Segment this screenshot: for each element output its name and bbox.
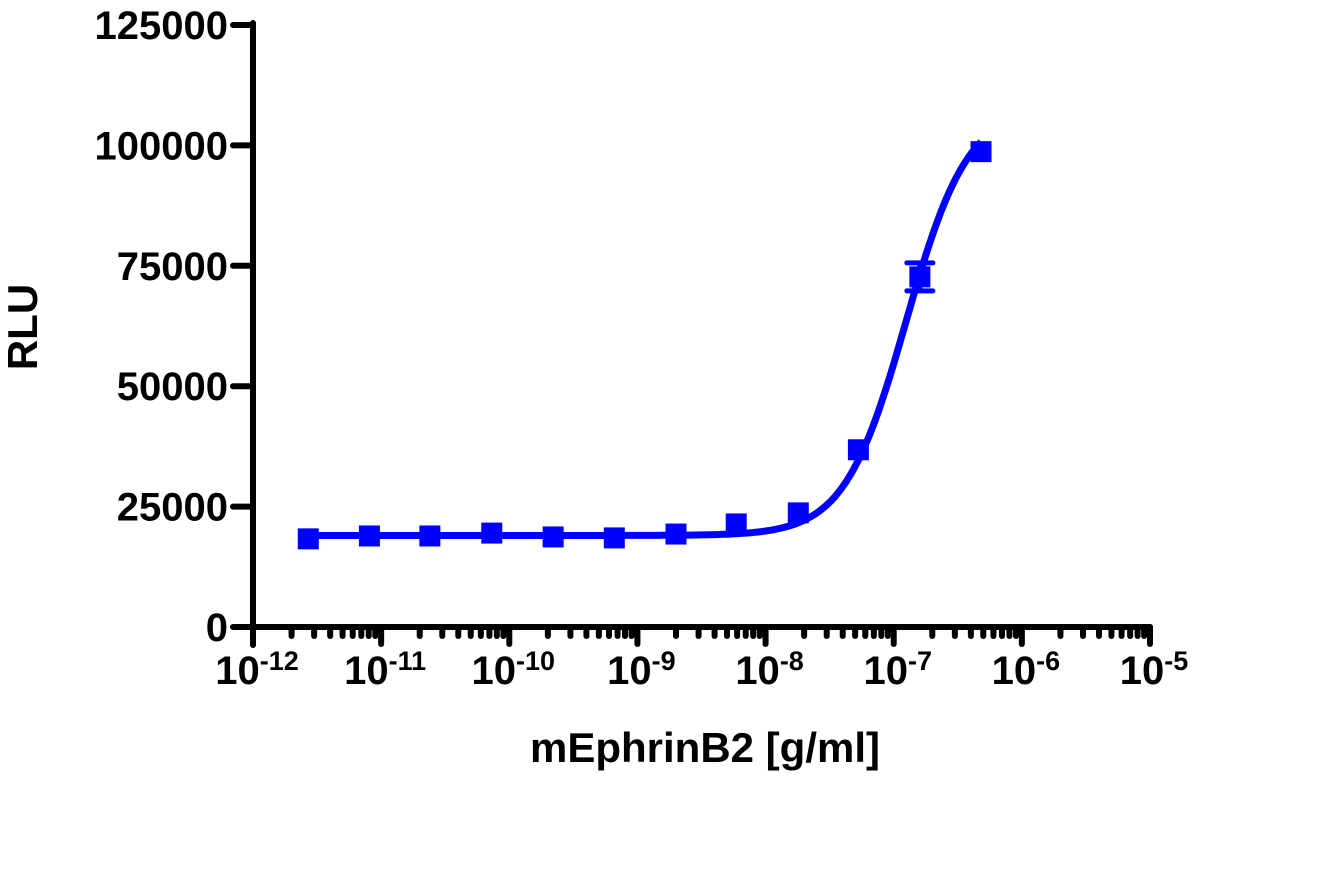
data-point-square bbox=[970, 141, 992, 163]
x-tick-label: 10-8 bbox=[735, 646, 804, 693]
y-tick-label: 75000 bbox=[117, 245, 228, 289]
x-tick-label: 10-5 bbox=[1120, 646, 1189, 693]
data-point-square bbox=[847, 439, 869, 461]
data-point-square bbox=[725, 513, 747, 535]
y-tick-label: 100000 bbox=[95, 124, 228, 168]
x-tick-label: 10-10 bbox=[472, 646, 556, 693]
x-tick-label: 10-6 bbox=[992, 646, 1061, 693]
x-tick-label: 10-12 bbox=[215, 646, 299, 693]
y-axis-title: RLU bbox=[0, 284, 46, 370]
x-tick-label: 10-7 bbox=[863, 646, 932, 693]
data-point-square bbox=[665, 523, 687, 545]
y-axis: 0 25000 50000 75000 100000 125000 bbox=[95, 4, 256, 650]
data-point-square bbox=[419, 525, 441, 547]
data-point-square bbox=[909, 266, 931, 288]
data-point-square bbox=[787, 502, 809, 524]
data-point-square bbox=[358, 525, 380, 547]
data-point-square bbox=[603, 527, 625, 549]
data-point-square bbox=[481, 522, 503, 544]
fit-curve bbox=[307, 139, 984, 539]
data-points bbox=[297, 141, 992, 550]
x-tick-label: 10-11 bbox=[344, 646, 426, 693]
x-tick-label: 10-9 bbox=[607, 646, 676, 693]
y-tick-label: 25000 bbox=[117, 486, 228, 530]
y-tick-label: 0 bbox=[206, 606, 228, 650]
x-axis-title: mEphrinB2 [g/ml] bbox=[530, 724, 880, 771]
y-tick-label: 50000 bbox=[117, 365, 228, 409]
y-tick-label: 125000 bbox=[95, 4, 228, 48]
x-axis: 10-12 10-11 10-10 10-9 10-8 10-7 10-6 10-5 bbox=[215, 624, 1189, 693]
data-point-square bbox=[542, 526, 564, 548]
data-point-square bbox=[297, 528, 319, 550]
